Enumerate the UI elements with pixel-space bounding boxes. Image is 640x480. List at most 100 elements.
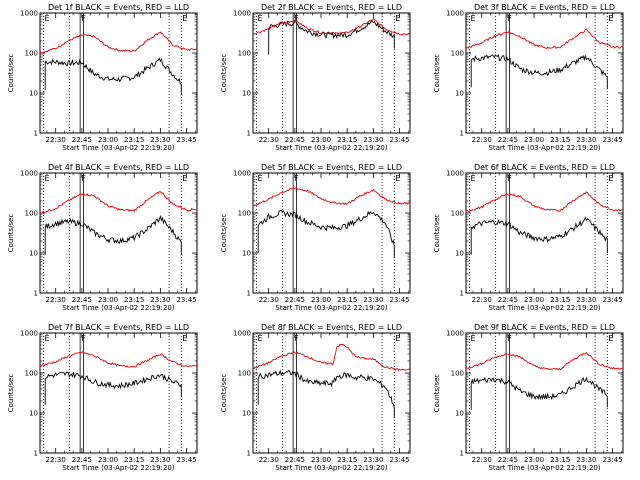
y-axis-label: Counts/sec — [220, 374, 228, 413]
x-tick-label: 23:00 — [311, 456, 331, 464]
x-tick-label: 23:15 — [550, 136, 570, 144]
plot-frame — [252, 172, 411, 294]
y-tick-label: 1 — [34, 130, 38, 138]
x-tick-label: 22:45 — [498, 136, 518, 144]
y-tick-label: 10 — [29, 410, 38, 418]
plot-frame — [252, 12, 411, 134]
y-tick-label: 10 — [242, 250, 251, 258]
y-axis-label: Counts/sec — [7, 214, 15, 253]
plot-frame — [465, 332, 624, 454]
panel-title: Det 7f BLACK = Events, RED = LLD — [48, 323, 189, 332]
y-tick-label: 1 — [247, 450, 251, 458]
y-axis-label: Counts/sec — [433, 374, 441, 413]
y-axis-label: Counts/sec — [7, 54, 15, 93]
event-marker-label: E — [608, 14, 613, 23]
event-marker-label: E — [395, 174, 400, 183]
x-tick-label: 22:30 — [46, 456, 66, 464]
y-tick-label: 10 — [455, 250, 464, 258]
x-tick-label: 22:45 — [72, 456, 92, 464]
y-tick-label: 1 — [34, 290, 38, 298]
y-tick-label: 10 — [455, 90, 464, 98]
x-tick-label: 23:30 — [576, 296, 596, 304]
y-tick-label: 10 — [242, 90, 251, 98]
x-tick-label: 23:45 — [176, 296, 196, 304]
x-tick-label: 22:45 — [498, 296, 518, 304]
x-tick-label: 23:15 — [124, 296, 144, 304]
y-tick-label: 10 — [29, 250, 38, 258]
y-tick-label: 100 — [25, 50, 38, 58]
lld-series-line — [252, 17, 411, 36]
events-series-line — [268, 19, 395, 55]
x-axis-label: Start Time (03-Apr-02 22:19:20) — [488, 464, 600, 472]
x-tick-label: 22:45 — [72, 136, 92, 144]
x-tick-label: 22:30 — [259, 296, 279, 304]
panel-title: Det 8f BLACK = Events, RED = LLD — [261, 323, 402, 332]
x-tick-label: 23:30 — [150, 296, 170, 304]
y-axis-label: Counts/sec — [220, 54, 228, 93]
panel-title: Det 4f BLACK = Events, RED = LLD — [48, 163, 189, 172]
x-tick-label: 23:45 — [389, 136, 409, 144]
lld-series-line — [465, 191, 624, 212]
y-tick-label: 1000 — [233, 330, 251, 338]
events-series-line — [470, 376, 608, 410]
y-tick-label: 100 — [451, 370, 464, 378]
event-marker-label: E — [470, 334, 475, 343]
x-tick-label: 23:45 — [389, 296, 409, 304]
events-series-line — [44, 371, 182, 405]
y-axis-label: Counts/sec — [433, 54, 441, 93]
x-tick-label: 22:45 — [285, 456, 305, 464]
events-series-line — [44, 57, 182, 95]
x-tick-label: 23:15 — [550, 296, 570, 304]
event-marker-label: E — [257, 174, 262, 183]
lld-series-line — [465, 28, 624, 50]
event-marker-label: E — [44, 334, 49, 343]
y-tick-label: 1000 — [446, 10, 464, 18]
events-series-line — [257, 209, 395, 258]
event-marker-label: E — [257, 334, 262, 343]
event-marker-label: E — [257, 14, 262, 23]
x-tick-label: 23:00 — [524, 136, 544, 144]
panel-title: Det 2f BLACK = Events, RED = LLD — [261, 3, 402, 12]
y-tick-label: 1000 — [20, 330, 38, 338]
y-tick-label: 100 — [25, 210, 38, 218]
detector-panel: Det 6f BLACK = Events, RED = LLD 1 10 100 10… — [433, 163, 624, 312]
panel-title: Det 1f BLACK = Events, RED = LLD — [48, 3, 189, 12]
y-tick-label: 100 — [238, 370, 251, 378]
x-tick-label: 22:30 — [472, 296, 492, 304]
lld-series-line — [39, 351, 198, 368]
y-tick-label: 100 — [238, 210, 251, 218]
x-tick-label: 23:15 — [337, 296, 357, 304]
y-axis-label: Counts/sec — [220, 214, 228, 253]
x-axis-label: Start Time (03-Apr-02 22:19:20) — [275, 304, 387, 312]
plot-frame — [465, 172, 624, 294]
lld-series-line — [252, 187, 411, 207]
y-tick-label: 1000 — [20, 10, 38, 18]
detector-panel: Det 1f BLACK = Events, RED = LLD 1 10 100 10… — [7, 3, 198, 152]
y-tick-label: 10 — [29, 90, 38, 98]
x-axis-label: Start Time (03-Apr-02 22:19:20) — [275, 464, 387, 472]
x-tick-label: 22:30 — [259, 456, 279, 464]
x-tick-label: 23:30 — [363, 296, 383, 304]
y-tick-label: 100 — [25, 370, 38, 378]
x-tick-label: 23:30 — [363, 456, 383, 464]
detector-panel: Det 5f BLACK = Events, RED = LLD 1 10 100 10… — [220, 163, 411, 312]
panel-title: Det 6f BLACK = Events, RED = LLD — [474, 163, 615, 172]
plot-frame — [465, 12, 624, 134]
x-axis-label: Start Time (03-Apr-02 22:19:20) — [62, 464, 174, 472]
event-marker-label: E — [608, 174, 613, 183]
y-tick-label: 1 — [34, 450, 38, 458]
y-tick-label: 100 — [451, 50, 464, 58]
events-series-line — [44, 214, 182, 255]
y-tick-label: 1 — [247, 130, 251, 138]
x-tick-label: 23:15 — [550, 456, 570, 464]
lld-series-line — [465, 351, 623, 371]
x-tick-label: 22:30 — [46, 136, 66, 144]
x-tick-label: 23:00 — [98, 136, 118, 144]
x-tick-label: 23:30 — [576, 456, 596, 464]
y-tick-label: 1 — [460, 450, 464, 458]
plot-frame — [39, 12, 198, 134]
x-tick-label: 23:30 — [576, 136, 596, 144]
x-tick-label: 23:30 — [363, 136, 383, 144]
y-tick-label: 1000 — [446, 170, 464, 178]
